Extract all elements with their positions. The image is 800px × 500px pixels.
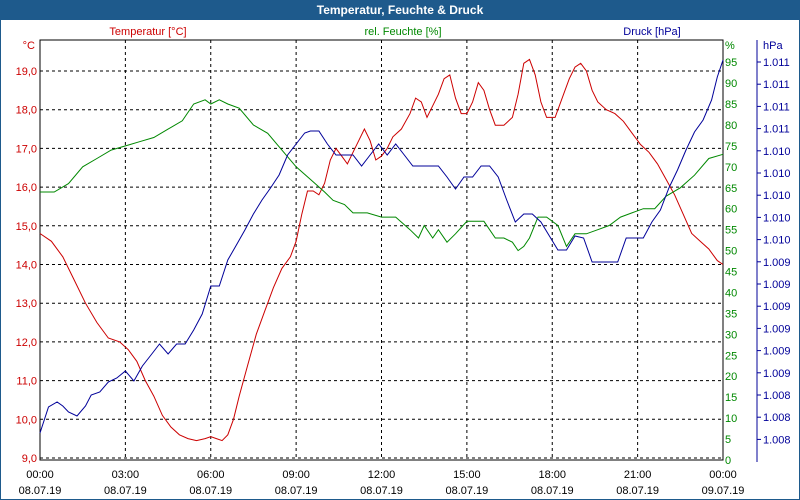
- temperature-tick-label: 12,0: [16, 337, 37, 349]
- x-tick-time: 00:00: [26, 469, 54, 481]
- x-tick-date: 09.07.19: [702, 485, 745, 497]
- temperature-tick-label: 14,0: [16, 260, 37, 272]
- pressure-tick-label: 1.008: [763, 390, 791, 402]
- humidity-tick-label: 65: [725, 183, 737, 195]
- pressure-tick-label: 1.010: [763, 190, 791, 202]
- pressure-tick-label: 1.010: [763, 212, 791, 224]
- pressure-tick-label: 1.009: [763, 346, 791, 358]
- pressure-tick-label: 1.010: [763, 235, 791, 247]
- humidity-tick-label: 55: [725, 225, 737, 237]
- temperature-axis-unit: °C: [23, 40, 35, 52]
- pressure-tick-label: 1.011: [763, 57, 790, 69]
- humidity-tick-label: 45: [725, 267, 737, 279]
- pressure-tick-label: 1.008: [763, 412, 791, 424]
- x-tick-date: 08.07.19: [360, 485, 403, 497]
- x-tick-date: 08.07.19: [616, 485, 659, 497]
- pressure-tick-label: 1.009: [763, 323, 791, 335]
- x-tick-time: 21:00: [624, 469, 652, 481]
- humidity-tick-label: 40: [725, 287, 737, 299]
- pressure-tick-label: 1.010: [763, 168, 791, 180]
- humidity-tick-label: 30: [725, 329, 737, 341]
- humidity-tick-label: 5: [725, 434, 731, 446]
- x-tick-time: 03:00: [112, 469, 140, 481]
- humidity-tick-label: 85: [725, 99, 737, 111]
- x-tick-date: 08.07.19: [531, 485, 574, 497]
- pressure-tick-label: 1.011: [763, 79, 790, 91]
- legend-humidity: rel. Feuchte [%]: [364, 26, 441, 38]
- humidity-tick-label: 50: [725, 246, 737, 258]
- temperature-tick-label: 18,0: [16, 105, 37, 117]
- temperature-tick-label: 13,0: [16, 298, 37, 310]
- humidity-axis-unit: %: [725, 40, 735, 52]
- humidity-tick-label: 15: [725, 392, 737, 404]
- temperature-tick-label: 16,0: [16, 182, 37, 194]
- pressure-tick-label: 1.011: [763, 124, 790, 136]
- pressure-tick-label: 1.009: [763, 368, 791, 380]
- humidity-tick-label: 90: [725, 78, 737, 90]
- humidity-tick-label: 95: [725, 57, 737, 69]
- legend-pressure: Druck [hPa]: [623, 26, 680, 38]
- pressure-tick-label: 1.008: [763, 434, 791, 446]
- humidity-tick-label: 80: [725, 120, 737, 132]
- temperature-series-line: [39, 58, 724, 442]
- pressure-series-line: [39, 59, 724, 434]
- x-tick-time: 09:00: [282, 469, 310, 481]
- humidity-series-line: [40, 99, 724, 252]
- pressure-tick-label: 1.009: [763, 279, 791, 291]
- humidity-tick-label: 0: [725, 455, 731, 467]
- temperature-tick-label: 11,0: [16, 376, 37, 388]
- window-title: Temperatur, Feuchte & Druck: [0, 0, 800, 20]
- humidity-tick-label: 70: [725, 162, 737, 174]
- legend-temperature: Temperatur [°C]: [109, 26, 186, 38]
- pressure-tick-label: 1.009: [763, 301, 791, 313]
- x-tick-date: 08.07.19: [104, 485, 147, 497]
- x-tick-date: 08.07.19: [19, 485, 62, 497]
- pressure-axis-unit: hPa: [763, 40, 783, 52]
- humidity-tick-label: 25: [725, 350, 737, 362]
- humidity-tick-label: 10: [725, 413, 737, 425]
- x-tick-date: 08.07.19: [445, 485, 488, 497]
- x-tick-time: 18:00: [538, 469, 566, 481]
- x-tick-time: 12:00: [368, 469, 396, 481]
- x-tick-time: 06:00: [197, 469, 225, 481]
- x-tick-date: 08.07.19: [275, 485, 318, 497]
- x-tick-time: 00:00: [709, 469, 737, 481]
- pressure-tick-label: 1.009: [763, 257, 791, 269]
- temperature-tick-label: 17,0: [16, 143, 37, 155]
- temperature-tick-label: 10,0: [16, 414, 37, 426]
- temperature-tick-label: 19,0: [16, 66, 37, 78]
- x-tick-date: 08.07.19: [189, 485, 232, 497]
- humidity-tick-label: 20: [725, 371, 737, 383]
- humidity-tick-label: 60: [725, 204, 737, 216]
- humidity-tick-label: 75: [725, 141, 737, 153]
- pressure-tick-label: 1.010: [763, 146, 791, 158]
- temperature-tick-label: 9,0: [22, 453, 37, 465]
- humidity-tick-label: 35: [725, 308, 737, 320]
- pressure-tick-label: 1.011: [763, 101, 790, 113]
- x-tick-time: 15:00: [453, 469, 481, 481]
- temperature-tick-label: 15,0: [16, 221, 37, 233]
